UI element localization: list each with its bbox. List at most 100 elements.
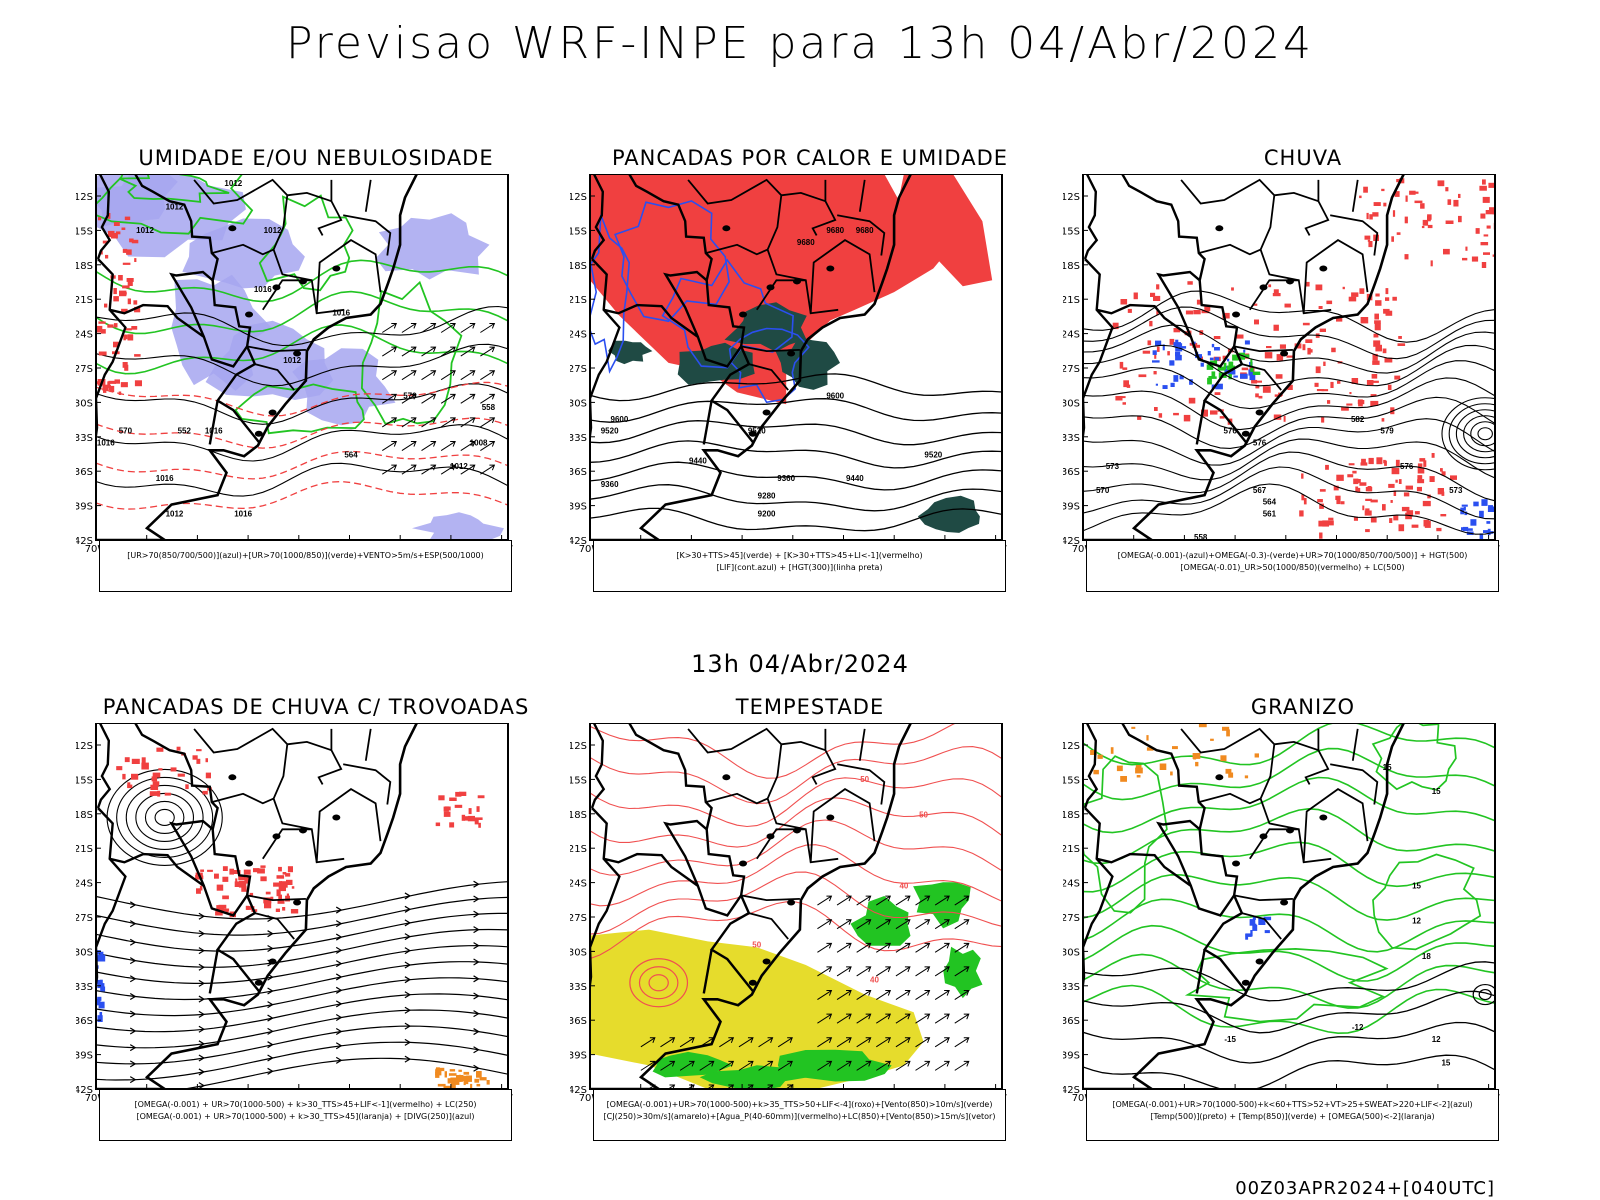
precipitable-water-loop	[648, 974, 669, 992]
wind-vector	[934, 966, 950, 977]
divergence-area	[98, 1001, 105, 1009]
contour-label: 9200	[758, 509, 776, 518]
thunderstorm-area	[131, 758, 140, 764]
rain-area	[1394, 375, 1401, 380]
red-cell	[124, 216, 131, 221]
wind-vector	[817, 919, 833, 930]
omega-area	[1487, 506, 1495, 512]
lat-tick-label: 15S	[76, 775, 93, 786]
rain-area	[1387, 384, 1392, 390]
rain-area	[1414, 200, 1423, 204]
lat-tick-label: 21S	[570, 844, 587, 855]
rain-area	[1481, 262, 1487, 268]
rain-area	[1173, 328, 1181, 333]
thunderstorm-area	[282, 872, 287, 875]
rain-area	[1287, 384, 1293, 390]
red-cell	[113, 296, 119, 302]
omega-strong-area	[1232, 354, 1239, 361]
rain-area	[1342, 286, 1345, 290]
rain-area	[1319, 503, 1324, 509]
geopotential-300-line	[590, 461, 1002, 491]
temperature-850-contour	[1372, 853, 1482, 951]
thunderstorm-area	[243, 869, 251, 875]
state-border	[1351, 179, 1359, 212]
lat-tick-label: 39S	[1063, 1051, 1080, 1062]
lake	[293, 350, 302, 357]
rain-area	[1492, 254, 1495, 257]
convective-area	[476, 1083, 481, 1087]
temperature-850-line	[1083, 723, 1495, 766]
thunderstorm-area	[474, 817, 483, 820]
red-cell	[102, 384, 109, 391]
streamline-arrow	[404, 892, 412, 900]
contour-label: 1012	[264, 226, 282, 235]
rain-area	[1359, 195, 1362, 199]
rain-area	[1372, 212, 1379, 217]
lake	[1319, 265, 1328, 272]
lake	[332, 265, 341, 272]
rain-area	[1375, 300, 1382, 306]
country-border	[590, 723, 606, 809]
wind-vector	[876, 942, 892, 953]
streamline-arrow	[129, 938, 137, 946]
thunderstorm-area	[287, 866, 293, 873]
rain-area	[1316, 389, 1325, 392]
contour-label: 564	[344, 450, 358, 459]
thunderstorm-area	[260, 876, 267, 882]
temperature-850-contour	[1184, 948, 1389, 1023]
red-cell	[134, 258, 137, 262]
rain-area	[1185, 310, 1193, 315]
state-border	[705, 243, 768, 256]
wind-vector	[640, 1037, 656, 1048]
omega-area	[1249, 374, 1256, 381]
contour-label: 12	[1432, 1035, 1441, 1044]
thunderstorm-area	[196, 749, 202, 752]
wind-vector	[679, 1037, 695, 1048]
lat-tick-label: 42S	[1063, 536, 1080, 547]
streamline-arrow	[473, 975, 480, 983]
thunderstorm-area	[286, 879, 293, 885]
convective-area	[458, 1069, 462, 1072]
streamline-arrow	[473, 1028, 480, 1036]
map-svg: 576 576 573 570 567 564 561 558 582 579 576 573 12S 1…	[1061, 173, 1500, 555]
legend-line-1: [OMEGA(-0.001)-(azul)+OMEGA(-0.3)-(verde…	[1117, 551, 1468, 560]
rain-area	[1214, 392, 1221, 395]
rain-area	[1279, 344, 1286, 349]
omega-strong-area	[1252, 371, 1261, 375]
wind-vector	[440, 441, 456, 451]
lake	[1285, 827, 1294, 834]
panel-pancadas-calor: PANCADAS POR CALOR E UMIDADE 9680 9680 968…	[568, 146, 1050, 628]
rain-area	[1416, 486, 1422, 492]
convective-area	[436, 1067, 440, 1071]
geopotential-300-line	[590, 420, 1002, 446]
thunderstorm-area	[122, 773, 126, 780]
omega-area	[1170, 382, 1175, 387]
thunderstorm-area	[244, 877, 250, 884]
lat-tick-label: 12S	[76, 192, 93, 203]
streamline	[96, 944, 508, 984]
streamline-arrow	[129, 957, 137, 965]
wind-vector	[856, 895, 872, 906]
red-cell	[127, 280, 133, 286]
rain-area	[1382, 348, 1387, 354]
lat-tick-label: 24S	[76, 879, 93, 890]
red-cell	[133, 300, 138, 305]
red-cell	[124, 334, 128, 340]
wind-vector	[679, 1060, 695, 1071]
lat-tick-label: 21S	[570, 295, 587, 306]
map-content: 576 576 573 570 567 564 561 558 582 579 576 573	[1083, 174, 1495, 540]
wind-vector	[856, 1013, 872, 1024]
state-border	[1302, 239, 1369, 314]
omega-strong-area	[1223, 362, 1227, 370]
lake	[332, 814, 341, 821]
omega-area	[1181, 346, 1187, 349]
divergence-loop	[135, 792, 195, 843]
rain-area	[1385, 288, 1389, 295]
thunderstorm-area	[229, 868, 234, 875]
rain-area	[1268, 284, 1272, 288]
thunderstorm-area	[199, 885, 203, 891]
precipitable-water-line	[590, 777, 1002, 828]
temperature-850-line	[1083, 984, 1495, 1035]
lat-tick-label: 42S	[570, 1085, 587, 1096]
map-svg: 50 50 40 50 40 12S 15S 18S 21S 24S 27S 30S 33S 36S 39S…	[568, 722, 1007, 1104]
